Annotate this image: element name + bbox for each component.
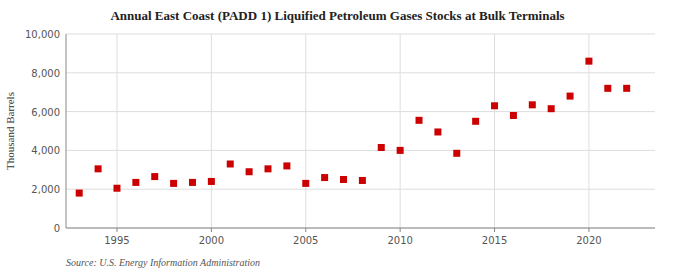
point — [472, 118, 479, 125]
point — [321, 174, 328, 181]
x-axis-line — [66, 228, 655, 229]
point — [340, 176, 347, 183]
grid-line-x — [494, 34, 495, 228]
x-tick — [116, 228, 117, 232]
grid-line-x — [116, 34, 117, 228]
y-tick-label: 4,000 — [31, 145, 60, 156]
point — [585, 58, 592, 65]
point — [208, 178, 215, 185]
x-tick-label: 2020 — [576, 235, 601, 246]
y-tick-label: 0 — [54, 223, 60, 234]
point — [246, 168, 253, 175]
x-tick — [588, 228, 589, 232]
point — [132, 179, 139, 186]
grid-line-y — [66, 72, 655, 73]
y-tick-label: 6,000 — [31, 107, 60, 118]
grid-line-y — [66, 228, 655, 229]
point — [170, 180, 177, 187]
point — [567, 93, 574, 100]
point — [189, 179, 196, 186]
y-axis-line — [66, 34, 67, 228]
point — [434, 128, 441, 135]
y-tick-label: 10,000 — [25, 29, 60, 40]
point — [453, 150, 460, 157]
point — [378, 144, 385, 151]
point — [491, 102, 498, 109]
grid-line-y — [66, 111, 655, 112]
y-axis-label: Thousand Barrels — [4, 92, 16, 170]
grid-line-x — [211, 34, 212, 228]
source-note: Source: U.S. Energy Information Administ… — [66, 257, 260, 268]
point — [151, 173, 158, 180]
points — [76, 58, 630, 197]
x-tick-label: 2015 — [482, 235, 507, 246]
x-tick-label: 2005 — [293, 235, 318, 246]
grid-line-x — [305, 34, 306, 228]
grid-line-y — [66, 34, 655, 35]
point — [604, 85, 611, 92]
grid-line-y — [66, 150, 655, 151]
x-tick — [211, 228, 212, 232]
x-tick — [494, 228, 495, 232]
point — [416, 117, 423, 124]
point — [510, 112, 517, 119]
point — [529, 101, 536, 108]
point — [283, 162, 290, 169]
point — [397, 147, 404, 154]
grid — [66, 34, 655, 228]
point — [95, 165, 102, 172]
x-tick-label: 2000 — [199, 235, 224, 246]
point — [113, 185, 120, 192]
point — [76, 190, 83, 197]
point — [548, 105, 555, 112]
x-tick-label: 1995 — [104, 235, 129, 246]
grid-line-y — [66, 189, 655, 190]
point — [623, 85, 630, 92]
title: Annual East Coast (PADD 1) Liquified Pet… — [110, 8, 564, 23]
x-tick — [305, 228, 306, 232]
x-tick-label: 2010 — [387, 235, 412, 246]
x-tick — [400, 228, 401, 232]
chart: Annual East Coast (PADD 1) Liquified Pet… — [0, 0, 675, 275]
point — [264, 165, 271, 172]
point — [302, 180, 309, 187]
point — [227, 160, 234, 167]
point — [359, 177, 366, 184]
y-tick-label: 2,000 — [31, 184, 60, 195]
y-tick-label: 8,000 — [31, 68, 60, 79]
grid-line-x — [400, 34, 401, 228]
